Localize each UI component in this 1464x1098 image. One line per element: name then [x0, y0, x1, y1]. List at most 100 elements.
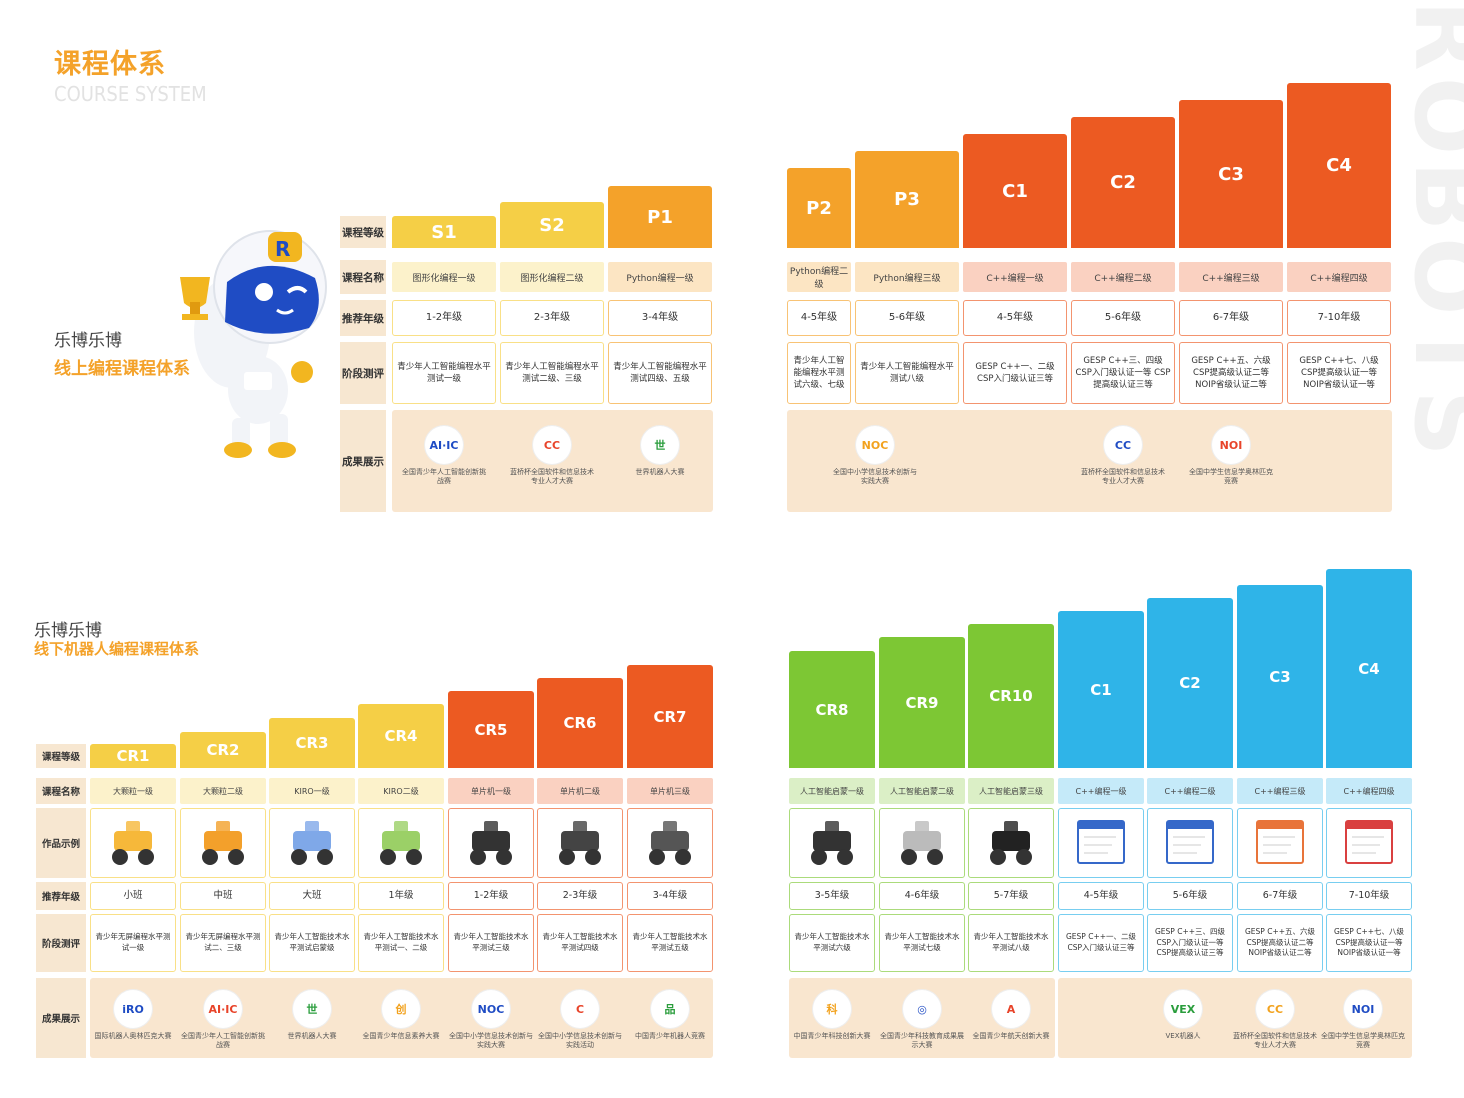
level-badge-s1: S1 [392, 216, 496, 248]
achievement-caption: 世界机器人大赛 [287, 1032, 337, 1040]
grade-cell: 3-4年级 [608, 300, 712, 336]
competition-logo-icon: VEX [1164, 990, 1202, 1028]
row-label-5: 成果展示 [36, 978, 86, 1058]
row-label-1: 课程名称 [340, 260, 386, 294]
grade-cell: 6-7年级 [1179, 300, 1283, 336]
achievement-caption: 蓝桥杯全国软件和信息技术专业人才大赛 [1233, 1032, 1317, 1050]
grade-cell: 4-5年级 [1058, 882, 1144, 910]
course-name: 大颗粒二级 [180, 778, 266, 804]
grade-cell: 2-3年级 [500, 300, 604, 336]
course-name: 单片机三级 [627, 778, 713, 804]
level-badge-s2: S2 [500, 202, 604, 248]
test-cell: 青少年人工智能技术水平测试七级 [879, 914, 965, 972]
level-badge-c3: C3 [1237, 585, 1323, 768]
achievement-caption: 全国中小学信息技术创新与实践大赛 [449, 1032, 533, 1050]
test-cell: 青少年人工智能技术水平测试一、二级 [358, 914, 444, 972]
grade-cell: 6-7年级 [1237, 882, 1323, 910]
work-example-image [1147, 808, 1233, 878]
level-badge-c1: C1 [963, 134, 1067, 248]
robot-model-icon [901, 821, 943, 865]
achievement-caption: 全国中学生信息学奥林匹克竞赛 [1189, 468, 1273, 486]
grade-cell: 5-6年级 [1071, 300, 1175, 336]
course-name: Python编程三级 [855, 262, 959, 292]
watermark-text: ROBOTS [1404, 0, 1464, 463]
course-name: 单片机一级 [448, 778, 534, 804]
test-cell: GESP C++一、二级 CSP入门级认证三等 [1058, 914, 1144, 972]
row-label-3: 推荐年级 [36, 882, 86, 910]
achievement-caption: 全国青少年科技教育成果展示大赛 [880, 1032, 964, 1050]
grade-cell: 4-6年级 [879, 882, 965, 910]
course-name: 人工智能启蒙三级 [968, 778, 1054, 804]
work-example-image [1237, 808, 1323, 878]
work-example-image [627, 808, 713, 878]
work-example-image [1326, 808, 1412, 878]
work-example-image [789, 808, 875, 878]
level-badge-c2: C2 [1147, 598, 1233, 768]
robot-model-icon [990, 821, 1032, 865]
course-name: KIRO二级 [358, 778, 444, 804]
achievement-logo: 世世界机器人大赛 [608, 426, 712, 477]
grade-cell: 3-5年级 [789, 882, 875, 910]
svg-text:R: R [275, 237, 290, 261]
level-badge-cr3: CR3 [269, 718, 355, 768]
grade-cell: 1-2年级 [392, 300, 496, 336]
level-badge-cr8: CR8 [789, 651, 875, 768]
test-cell: GESP C++七、八级 CSP提高级认证一等 NOIP省级认证一等 [1287, 342, 1391, 404]
competition-logo-icon: AI·IC [204, 990, 242, 1028]
offline-system-title: 线下机器人编程课程体系 [34, 640, 200, 658]
work-example-image [1058, 808, 1144, 878]
competition-logo-icon: 创 [382, 990, 420, 1028]
test-cell: 青少年人工智能技术水平测试八级 [968, 914, 1054, 972]
test-cell: GESP C++一、二级 CSP入门级认证三等 [963, 342, 1067, 404]
grade-cell: 4-5年级 [787, 300, 851, 336]
test-cell: 青少年人工智能技术水平测试启蒙级 [269, 914, 355, 972]
test-cell: 青少年人工智能编程水平测试一级 [392, 342, 496, 404]
achievement-logo: VEX VEX机器人 [1140, 990, 1226, 1041]
achievement-logo: NOI 全国中学生信息学奥林匹克竞赛 [1179, 426, 1283, 486]
achievement-caption: 全国中学生信息学奥林匹克竞赛 [1321, 1032, 1405, 1050]
achievement-caption: 全国青少年人工智能创新挑战赛 [181, 1032, 265, 1050]
competition-logo-icon: 世 [293, 990, 331, 1028]
test-cell: 青少年无屏编程水平测试一级 [90, 914, 176, 972]
achievement-logo: CC 蓝桥杯全国软件和信息技术专业人才大赛 [1232, 990, 1318, 1050]
test-cell: GESP C++三、四级 CSP入门级认证一等 CSP提高级认证三等 [1147, 914, 1233, 972]
level-badge-p1: P1 [608, 186, 712, 248]
test-cell: 青少年人工智能编程水平测试八级 [855, 342, 959, 404]
course-name: Python编程二级 [787, 262, 851, 292]
grade-cell: 小班 [90, 882, 176, 910]
robot-model-icon [1345, 820, 1393, 864]
row-label-4: 阶段测评 [36, 914, 86, 972]
test-cell: 青少年人工智能技术水平测试六级 [789, 914, 875, 972]
test-cell: 青少年人工智能编程水平测试六级、七级 [787, 342, 851, 404]
page-title: 课程体系 [54, 49, 166, 80]
grade-cell: 5-6年级 [855, 300, 959, 336]
competition-logo-icon: iRO [114, 990, 152, 1028]
robot-model-icon [1256, 820, 1304, 864]
test-cell: GESP C++三、四级 CSP入门级认证一等 CSP提高级认证三等 [1071, 342, 1175, 404]
competition-logo-icon: C [561, 990, 599, 1028]
course-name: C++编程一级 [1058, 778, 1144, 804]
grade-cell: 大班 [269, 882, 355, 910]
grade-cell: 2-3年级 [537, 882, 623, 910]
page-subtitle: COURSE SYSTEM [54, 82, 207, 106]
work-example-image [180, 808, 266, 878]
row-label-4: 成果展示 [340, 410, 386, 512]
level-badge-cr7: CR7 [627, 665, 713, 768]
robot-model-icon [649, 821, 691, 865]
course-name: C++编程三级 [1237, 778, 1323, 804]
test-cell: 青少年人工智能编程水平测试二级、三级 [500, 342, 604, 404]
robot-model-icon [291, 821, 333, 865]
row-label-0: 课程等级 [340, 216, 386, 248]
competition-logo-icon: CC [1256, 990, 1294, 1028]
row-label-0: 课程等级 [36, 744, 86, 768]
level-badge-c3: C3 [1179, 100, 1283, 248]
level-badge-c4: C4 [1287, 83, 1391, 248]
work-example-image [90, 808, 176, 878]
achievement-logo: 科中国青少年科技创新大赛 [789, 990, 875, 1041]
row-label-3: 阶段测评 [340, 342, 386, 404]
test-cell: 青少年人工智能技术水平测试三级 [448, 914, 534, 972]
test-cell: GESP C++五、六级 CSP提高级认证二等 NOIP省级认证二等 [1179, 342, 1283, 404]
competition-logo-icon: NOI [1212, 426, 1250, 464]
robot-model-icon [1166, 820, 1214, 864]
achievement-band [787, 410, 1392, 512]
